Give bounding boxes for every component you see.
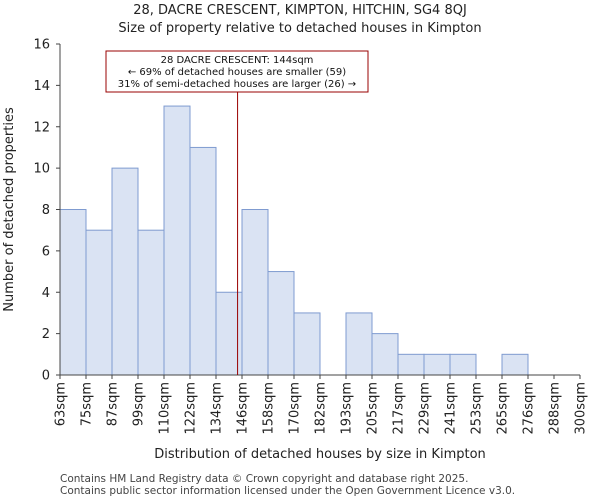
chart-subtitle: Size of property relative to detached ho… (118, 21, 482, 36)
y-tick-label: 16 (33, 38, 50, 53)
y-tick-label: 14 (33, 79, 50, 94)
bar-229sqm (423, 353, 451, 376)
x-tick-label: 229sqm (418, 382, 433, 435)
x-tick-label: 170sqm (288, 382, 303, 435)
annotation-line-2: ← 69% of detached houses are smaller (59… (128, 67, 346, 78)
x-tick-label: 75sqm (80, 382, 95, 426)
annotation-box: 28 DACRE CRESCENT: 144sqm ← 69% of detac… (105, 50, 369, 93)
bar-193sqm (345, 312, 373, 376)
x-tick-label: 182sqm (314, 382, 329, 435)
y-tick-label: 2 (42, 327, 50, 342)
x-tick-label: 63sqm (54, 382, 69, 426)
bar-110sqm (163, 105, 191, 376)
bar-146sqm (241, 209, 269, 376)
y-tick-label: 0 (42, 369, 50, 384)
footer-copyright: Contains HM Land Registry data © Crown c… (60, 473, 469, 485)
bar-265sqm (501, 353, 529, 376)
bar-75sqm (85, 229, 113, 376)
x-tick-label: 300sqm (574, 382, 589, 435)
bar-63sqm (59, 209, 87, 376)
x-tick-label: 158sqm (262, 382, 277, 435)
bar-99sqm (137, 229, 165, 376)
x-tick-label: 288sqm (548, 382, 563, 435)
x-tick-label: 146sqm (236, 382, 251, 435)
y-tick-label: 8 (42, 203, 50, 218)
x-tick-label: 276sqm (522, 382, 537, 435)
x-tick-label: 205sqm (366, 382, 381, 435)
x-axis-label: Distribution of detached houses by size … (154, 447, 486, 462)
x-tick-label: 193sqm (340, 382, 355, 435)
x-tick-label: 217sqm (392, 382, 407, 435)
bar-87sqm (111, 167, 139, 376)
chart-title: 28, DACRE CRESCENT, KIMPTON, HITCHIN, SG… (133, 3, 467, 18)
x-tick-label: 87sqm (106, 382, 121, 426)
bars-group (59, 105, 529, 376)
bar-122sqm (189, 146, 217, 376)
y-tick-label: 12 (33, 120, 50, 135)
annotation-line-1: 28 DACRE CRESCENT: 144sqm (161, 55, 314, 66)
bar-158sqm (267, 271, 295, 376)
x-tick-label: 134sqm (210, 382, 225, 435)
axes-group: 0 2 4 6 8 10 12 14 16 63sqm 75sqm 87sqm 99sqm 110sqm 1… (33, 38, 588, 435)
x-tick-label: 241sqm (444, 382, 459, 435)
bar-241sqm (449, 353, 477, 376)
bar-134sqm (215, 291, 243, 376)
footer-licence: Contains public sector information licen… (60, 485, 516, 497)
bar-170sqm (293, 312, 321, 376)
x-tick-label: 265sqm (496, 382, 511, 435)
bar-217sqm (397, 353, 425, 376)
x-tick-label: 99sqm (132, 382, 147, 426)
x-tick-label: 253sqm (470, 382, 485, 435)
x-tick-label: 122sqm (184, 382, 199, 435)
y-tick-label: 10 (33, 162, 50, 177)
annotation-border (105, 50, 369, 93)
x-tick-label: 110sqm (158, 382, 173, 435)
y-axis-label: Number of detached properties (2, 107, 17, 312)
y-tick-label: 4 (42, 286, 50, 301)
bar-205sqm (371, 333, 399, 376)
annotation-line-3: 31% of semi-detached houses are larger (… (118, 79, 356, 90)
y-tick-label: 6 (42, 244, 50, 259)
